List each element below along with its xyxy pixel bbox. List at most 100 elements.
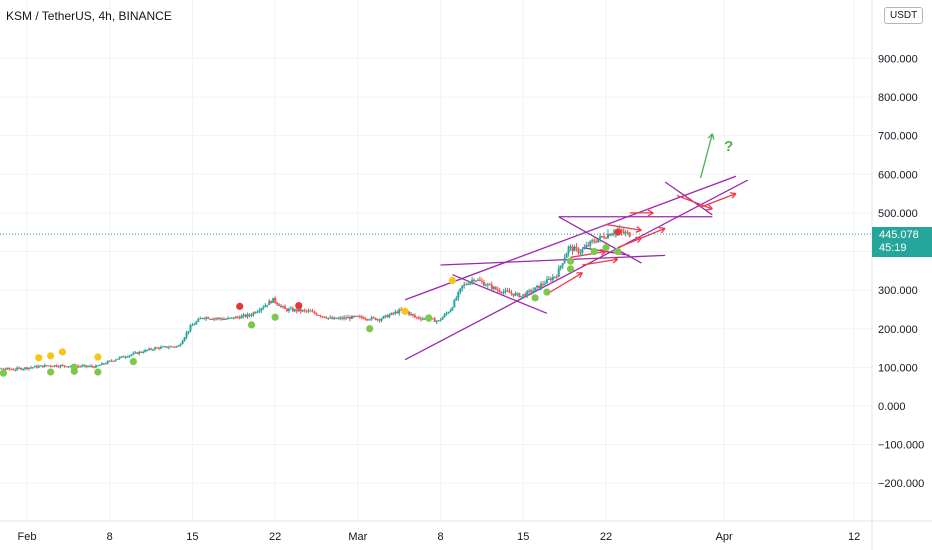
candle [321, 316, 324, 318]
arrow[interactable] [641, 227, 666, 239]
last-price-value: 445.078 [879, 229, 919, 241]
candle [620, 229, 623, 232]
candle [67, 366, 70, 368]
arrow[interactable] [570, 248, 607, 258]
candle [358, 316, 361, 318]
candle [63, 365, 66, 367]
candle [356, 315, 359, 317]
candle [441, 317, 444, 320]
candle [323, 316, 326, 318]
candle [433, 318, 436, 322]
candle [122, 356, 125, 358]
trendline[interactable] [404, 179, 749, 361]
candle [459, 288, 462, 293]
arrow[interactable] [582, 256, 619, 266]
candle [234, 316, 237, 319]
candle [445, 313, 448, 315]
candle [12, 369, 15, 371]
candle [128, 355, 131, 357]
candle [593, 240, 596, 242]
marker-red [614, 228, 622, 236]
candle [61, 365, 64, 367]
candle [567, 246, 570, 254]
candle [579, 252, 582, 254]
candle [557, 268, 560, 277]
candle [155, 347, 158, 349]
candle [31, 367, 34, 369]
arrow[interactable] [546, 272, 583, 295]
candle [100, 363, 103, 366]
grid-lines [0, 0, 872, 521]
candle [508, 291, 511, 293]
arrows [546, 192, 737, 295]
candle [287, 308, 290, 311]
candle [341, 317, 344, 319]
candle [606, 234, 609, 238]
candle [226, 317, 229, 320]
candle [473, 279, 476, 281]
candle [500, 292, 503, 294]
candle [138, 351, 141, 354]
candle [457, 292, 460, 298]
candle [384, 315, 387, 317]
last-price-badge: 445.078 45:19 [872, 227, 932, 257]
candle [443, 314, 446, 318]
candle [547, 278, 550, 280]
candle [43, 365, 46, 368]
y-axis[interactable]: −200.000 −100.000 0.000 100.000 200.000 300.0… [878, 53, 924, 490]
candle [254, 312, 257, 314]
y-tick-label: 500.000 [878, 208, 918, 220]
candle [87, 366, 90, 368]
x-tick-label: 8 [107, 531, 113, 543]
candle [307, 310, 310, 312]
arrow[interactable] [617, 236, 642, 249]
target-arrow-line[interactable] [699, 133, 715, 179]
candle [183, 337, 186, 341]
candle [502, 291, 505, 294]
candle [492, 286, 495, 289]
marker-green [602, 244, 610, 252]
candle [171, 346, 174, 348]
candle [4, 369, 7, 371]
question-mark: ? [724, 138, 733, 155]
arrow[interactable] [700, 192, 737, 208]
arrow[interactable] [629, 209, 654, 217]
candle [14, 369, 17, 371]
arrow[interactable] [676, 194, 713, 211]
trendline[interactable] [452, 274, 548, 314]
marker-red [236, 302, 244, 310]
marker-yellow [448, 276, 456, 285]
marker-green [531, 294, 539, 302]
candle [295, 309, 298, 312]
candle [504, 290, 507, 292]
candle [494, 286, 497, 290]
unit-badge[interactable]: USDT [884, 7, 924, 24]
x-axis[interactable]: Feb 8 15 22 Mar 8 15 22 Apr 12 [18, 531, 861, 543]
candle [22, 368, 25, 370]
candle [498, 290, 501, 293]
x-tick-label: 15 [517, 531, 529, 543]
candle [219, 317, 221, 319]
candle [258, 310, 261, 312]
candle [280, 306, 283, 308]
candle [250, 315, 253, 317]
candle [291, 308, 294, 312]
candle [305, 310, 308, 312]
candle [77, 366, 80, 368]
candle [230, 317, 233, 319]
candle [8, 368, 11, 370]
candle [293, 309, 296, 312]
candle [317, 315, 320, 317]
trendline[interactable] [664, 181, 713, 216]
trendline[interactable] [440, 254, 666, 266]
candle [53, 365, 56, 367]
candle [496, 289, 499, 291]
marker-green [566, 257, 575, 265]
candle [285, 308, 288, 311]
candle [488, 284, 491, 286]
candle [213, 318, 216, 320]
marker-green [47, 368, 55, 376]
candle [201, 317, 204, 319]
candle [148, 348, 151, 351]
